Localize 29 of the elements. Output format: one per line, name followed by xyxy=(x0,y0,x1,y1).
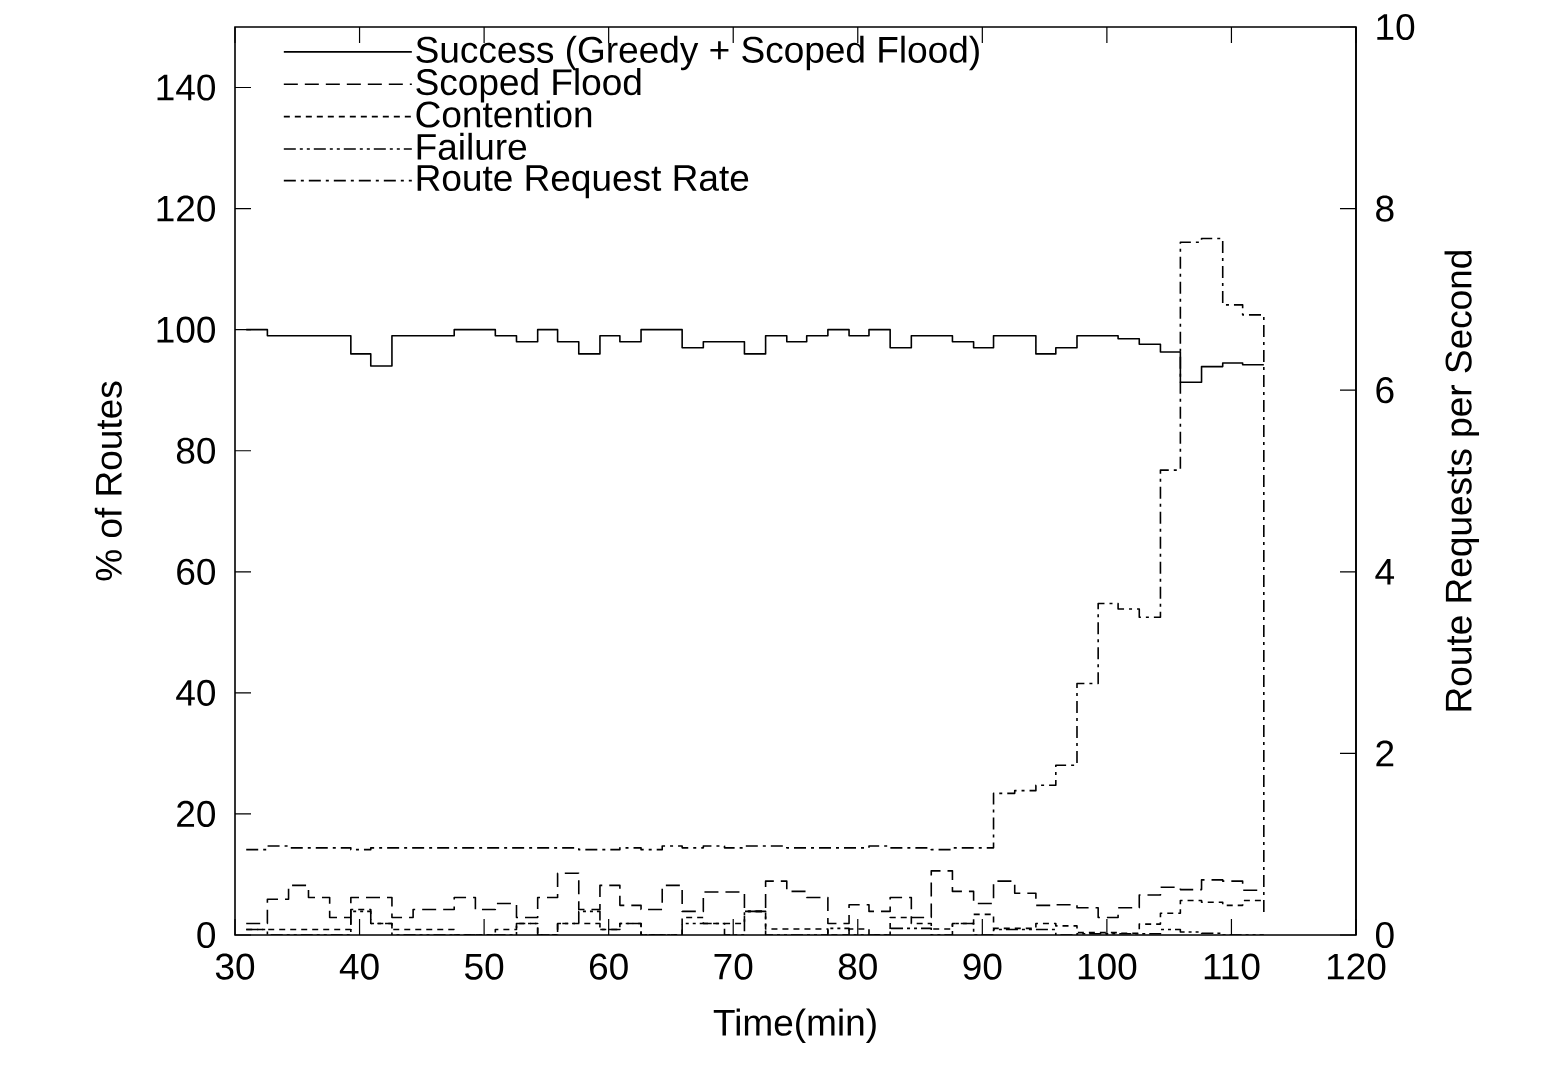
x-tick-label: 60 xyxy=(589,953,628,980)
y-tick-label: 60 xyxy=(177,558,216,585)
y-tick-label: 40 xyxy=(176,679,216,706)
y2-axis-title: Route Requests per Second xyxy=(1444,251,1480,711)
y-tick-label: 100 xyxy=(157,316,216,343)
y2-tick-label: 0 xyxy=(1375,921,1394,949)
y2-tick-label: 8 xyxy=(1376,195,1394,222)
x-tick-label: 90 xyxy=(963,953,1002,980)
x-tick-label: 40 xyxy=(339,953,379,980)
y-tick-label: 20 xyxy=(177,800,216,828)
y-tick-label: 120 xyxy=(157,195,216,222)
y2-tick-label: 4 xyxy=(1375,559,1395,585)
x-tick-label: 80 xyxy=(838,953,877,980)
x-tick-label: 120 xyxy=(1327,953,1386,980)
y2-tick-label: 2 xyxy=(1376,740,1394,767)
y-tick-label: 80 xyxy=(176,437,216,464)
x-tick-label: 30 xyxy=(215,953,255,980)
x-tick-label: 100 xyxy=(1078,953,1137,980)
y-axis-title: % of Routes xyxy=(94,381,122,581)
legend-label: Route Request Rate xyxy=(417,165,749,199)
x-tick-label: 70 xyxy=(714,953,753,980)
y-tick-label: 140 xyxy=(157,74,216,101)
y-tick-label: 0 xyxy=(197,921,216,949)
y2-tick-label: 6 xyxy=(1376,377,1394,404)
x-axis-title: Time(min) xyxy=(713,1008,876,1044)
x-tick-label: 50 xyxy=(465,953,504,980)
legend-label: Failure xyxy=(417,132,527,160)
y2-tick-label: 10 xyxy=(1377,13,1415,41)
x-tick-label: 110 xyxy=(1204,953,1260,980)
